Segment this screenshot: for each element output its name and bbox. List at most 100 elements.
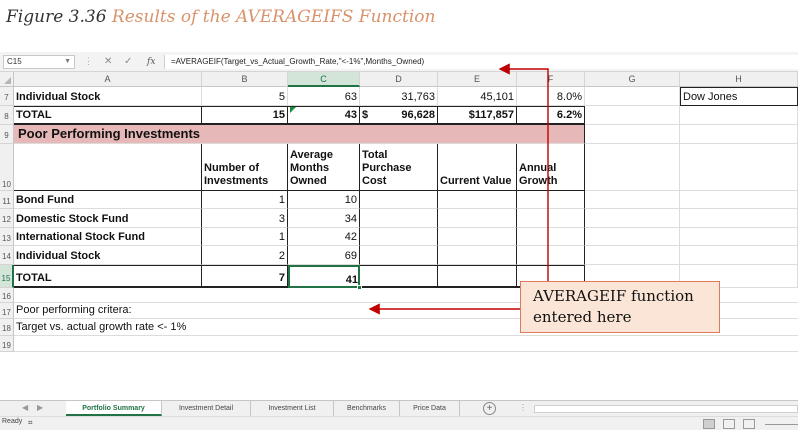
cell-d11[interactable] [360, 191, 438, 209]
fill-handle[interactable] [357, 285, 362, 290]
cell-c15-active[interactable]: 41 [288, 265, 360, 288]
cell-h10[interactable] [680, 144, 798, 191]
cell-b15[interactable]: 7 [202, 265, 288, 288]
column-header-c[interactable]: C [288, 72, 360, 87]
header-average-months-owned[interactable]: Average Months Owned [288, 144, 360, 191]
error-indicator-icon[interactable] [290, 107, 296, 113]
cell-e13[interactable] [438, 228, 517, 246]
row-header-18[interactable]: 18 [0, 319, 14, 336]
tab-splitter-icon[interactable]: ⋮ [519, 403, 527, 412]
fx-icon[interactable]: fx [147, 57, 156, 67]
row-19[interactable] [14, 336, 798, 352]
row-header-11[interactable]: 11 [0, 191, 14, 209]
row-header-9[interactable]: 9 [0, 125, 14, 144]
row-header-13[interactable]: 13 [0, 228, 14, 246]
cell-d14[interactable] [360, 246, 438, 265]
cell-d12[interactable] [360, 209, 438, 228]
row-header-7[interactable]: 7 [0, 87, 14, 106]
cell-a12[interactable]: Domestic Stock Fund [14, 209, 202, 228]
cell-a13[interactable]: International Stock Fund [14, 228, 202, 246]
column-header-h[interactable]: H [680, 72, 798, 87]
cell-c12[interactable]: 34 [288, 209, 360, 228]
cell-e12[interactable] [438, 209, 517, 228]
cell-b14[interactable]: 2 [202, 246, 288, 265]
cell-d7[interactable]: 31,763 [360, 87, 438, 106]
cell-c8[interactable]: 43 [288, 106, 360, 125]
cell-g7[interactable] [585, 87, 680, 106]
column-header-e[interactable]: E [438, 72, 517, 87]
cell-c14[interactable]: 69 [288, 246, 360, 265]
cancel-x-icon[interactable]: ✕ [104, 56, 113, 67]
row-header-19[interactable]: 19 [0, 336, 14, 352]
cell-a14[interactable]: Individual Stock [14, 246, 202, 265]
cell-h9[interactable] [680, 125, 798, 144]
select-all-corner[interactable] [0, 72, 14, 87]
cell-d8[interactable]: $ 96,628 [360, 106, 438, 125]
cell-b12[interactable]: 3 [202, 209, 288, 228]
column-header-g[interactable]: G [585, 72, 680, 87]
horizontal-scrollbar[interactable] [534, 405, 798, 413]
tab-prev-icon[interactable]: ◀ [22, 403, 29, 412]
cell-c11[interactable]: 10 [288, 191, 360, 209]
cell-f8[interactable]: 6.2% [517, 106, 585, 125]
note-criteria-label[interactable]: Poor performing critera: [14, 303, 798, 319]
row-header-17[interactable]: 17 [0, 303, 14, 319]
note-criteria-rule[interactable]: Target vs. actual growth rate <- 1% [14, 319, 798, 336]
cell-h7[interactable]: Dow Jones [680, 87, 798, 106]
cell-e15[interactable] [438, 265, 517, 288]
row-header-14[interactable]: 14 [0, 246, 14, 265]
cell-a11[interactable]: Bond Fund [14, 191, 202, 209]
zoom-slider[interactable] [765, 424, 798, 425]
tab-price-data[interactable]: Price Data [400, 401, 460, 416]
cell-h12[interactable] [680, 209, 798, 228]
cell-d13[interactable] [360, 228, 438, 246]
cell-e14[interactable] [438, 246, 517, 265]
tab-investment-list[interactable]: Investment List [251, 401, 334, 416]
row-header-8[interactable]: 8 [0, 106, 14, 125]
cell-f13[interactable] [517, 228, 585, 246]
tab-next-icon[interactable]: ▶ [37, 403, 44, 412]
normal-view-icon[interactable] [703, 419, 715, 429]
row-header-12[interactable]: 12 [0, 209, 14, 228]
cell-g10[interactable] [585, 144, 680, 191]
cell-e11[interactable] [438, 191, 517, 209]
cell-b13[interactable]: 1 [202, 228, 288, 246]
cell-a15[interactable]: TOTAL [14, 265, 202, 288]
header-number-of-investments[interactable]: Number of Investments [202, 144, 288, 191]
header-annual-growth[interactable]: Annual Growth [517, 144, 585, 191]
column-header-d[interactable]: D [360, 72, 438, 87]
add-sheet-icon[interactable]: + [483, 402, 496, 415]
header-current-value[interactable]: Current Value [438, 144, 517, 191]
row-header-15[interactable]: 15 [0, 265, 14, 288]
column-header-a[interactable]: A [14, 72, 202, 87]
cell-b8[interactable]: 15 [202, 106, 288, 125]
tab-benchmarks[interactable]: Benchmarks [334, 401, 400, 416]
cell-h14[interactable] [680, 246, 798, 265]
section-title[interactable]: Poor Performing Investments [14, 125, 585, 144]
cell-g13[interactable] [585, 228, 680, 246]
cell-b11[interactable]: 1 [202, 191, 288, 209]
macro-record-icon[interactable]: ⌗ [28, 418, 33, 427]
dropdown-arrow-icon[interactable]: ▼ [64, 58, 71, 65]
column-header-f[interactable]: F [517, 72, 585, 87]
cell-a10[interactable] [14, 144, 202, 191]
name-box[interactable]: C15 ▼ [3, 55, 75, 69]
cell-g12[interactable] [585, 209, 680, 228]
page-layout-icon[interactable] [723, 419, 735, 429]
cell-g9[interactable] [585, 125, 680, 144]
cell-d15[interactable] [360, 265, 438, 288]
header-total-purchase-cost[interactable]: Total Purchase Cost [360, 144, 438, 191]
tab-investment-detail[interactable]: Investment Detail [162, 401, 251, 416]
cell-g8[interactable] [585, 106, 680, 125]
cell-c7[interactable]: 63 [288, 87, 360, 106]
cell-f7[interactable]: 8.0% [517, 87, 585, 106]
cell-h8[interactable] [680, 106, 798, 125]
cell-h11[interactable] [680, 191, 798, 209]
cell-e7[interactable]: 45,101 [438, 87, 517, 106]
cell-f14[interactable] [517, 246, 585, 265]
formula-input[interactable]: =AVERAGEIF(Target_vs_Actual_Growth_Rate,… [164, 55, 798, 69]
cell-b7[interactable]: 5 [202, 87, 288, 106]
row-header-10[interactable]: 10 [0, 144, 14, 191]
cell-g14[interactable] [585, 246, 680, 265]
row-header-16[interactable]: 16 [0, 288, 14, 303]
